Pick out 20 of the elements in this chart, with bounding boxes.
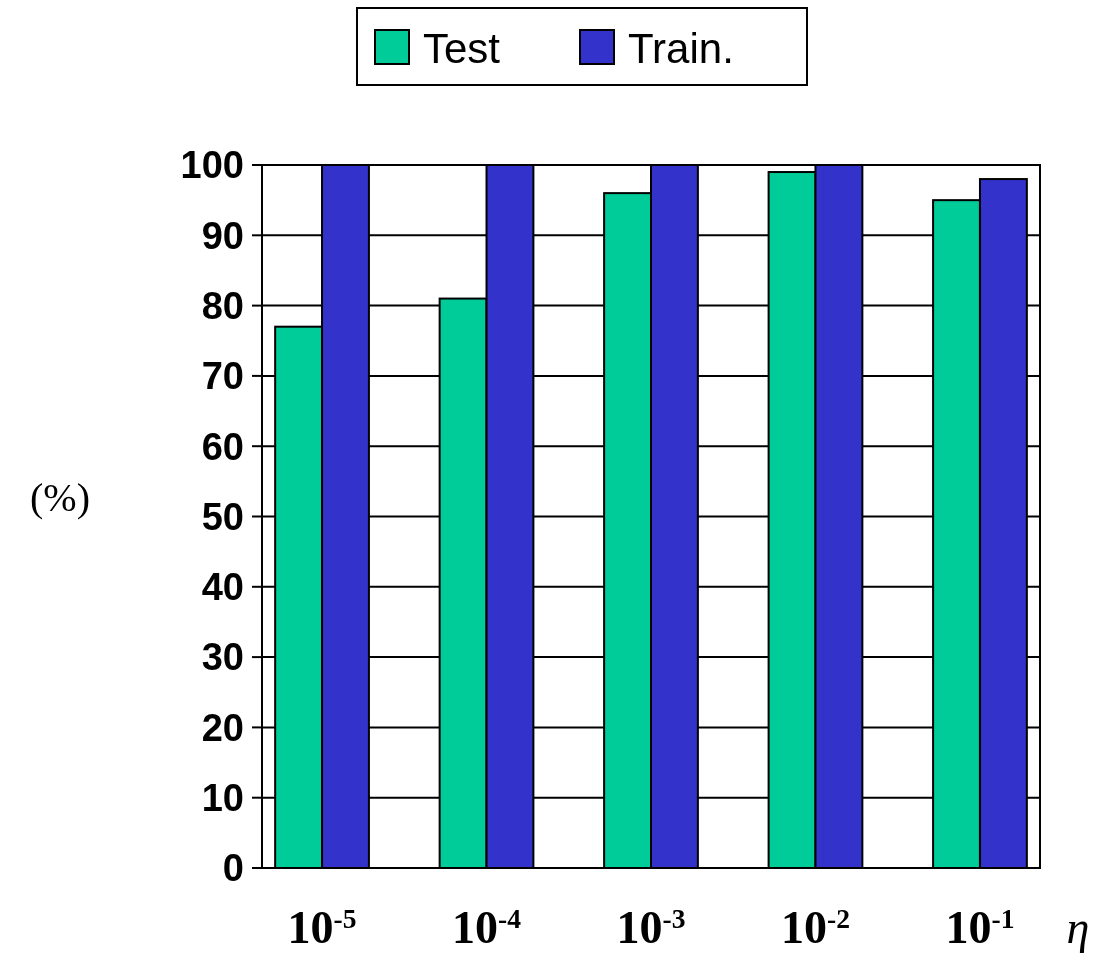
legend-label: Test (423, 24, 501, 72)
y-tick-label: 10 (201, 777, 244, 819)
y-tick-label: 60 (201, 425, 244, 468)
y-tick-label: 50 (201, 495, 244, 538)
y-tick-label: 20 (201, 706, 244, 749)
y-tick-label: 80 (201, 284, 244, 327)
x-tick-label: 10$^{-4}$ (452, 902, 522, 953)
x-tick-label: 10$^{-1}$ (945, 902, 1015, 953)
y-axis-title: (%) (30, 474, 90, 520)
y-tick-label: 40 (201, 566, 244, 609)
x-tick-label: 10$^{-2}$ (780, 902, 850, 953)
y-tick-label: 30 (201, 636, 244, 679)
y-tick-label: 90 (201, 214, 244, 257)
y-tick-label: 0 (222, 847, 244, 890)
y-tick-label: 100 (180, 144, 244, 187)
x-axis-title: η (1066, 902, 1090, 953)
legend-label: Train. (628, 24, 734, 72)
x-tick-label: 10$^{-5}$ (287, 902, 357, 953)
y-tick-label: 70 (201, 355, 244, 398)
x-tick-label: 10$^{-3}$ (616, 902, 686, 953)
